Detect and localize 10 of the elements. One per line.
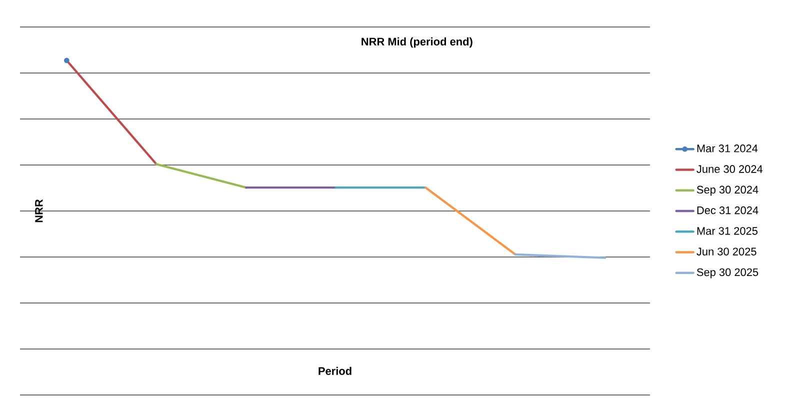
- legend-label: Sep 30 2024: [696, 186, 758, 196]
- legend-label: June 30 2024: [696, 165, 763, 173]
- y-axis-title: NRR: [35, 199, 43, 222]
- legend-label: Mar 31 2025: [697, 227, 758, 235]
- x-axis-title: Period: [318, 366, 352, 375]
- chart-title: NRR Mid (period end): [362, 37, 472, 48]
- legend-label: Dec 31 2024: [697, 206, 758, 214]
- legend-label: Mar 31 2024: [697, 144, 758, 152]
- legend-label: Jun 30 2025: [696, 248, 756, 256]
- legend-label: Sep 30 2025: [696, 268, 758, 278]
